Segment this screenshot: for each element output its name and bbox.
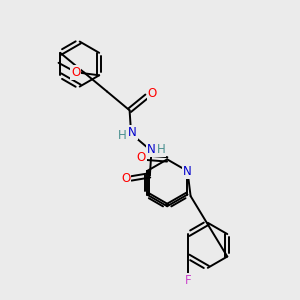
Text: H: H: [157, 143, 165, 156]
Text: O: O: [136, 151, 146, 164]
Text: F: F: [185, 274, 192, 286]
Text: N: N: [128, 126, 137, 139]
Text: O: O: [71, 66, 80, 79]
Text: H: H: [117, 129, 126, 142]
Text: N: N: [183, 165, 192, 178]
Text: N: N: [147, 143, 156, 156]
Text: O: O: [121, 172, 130, 185]
Text: O: O: [148, 87, 157, 100]
